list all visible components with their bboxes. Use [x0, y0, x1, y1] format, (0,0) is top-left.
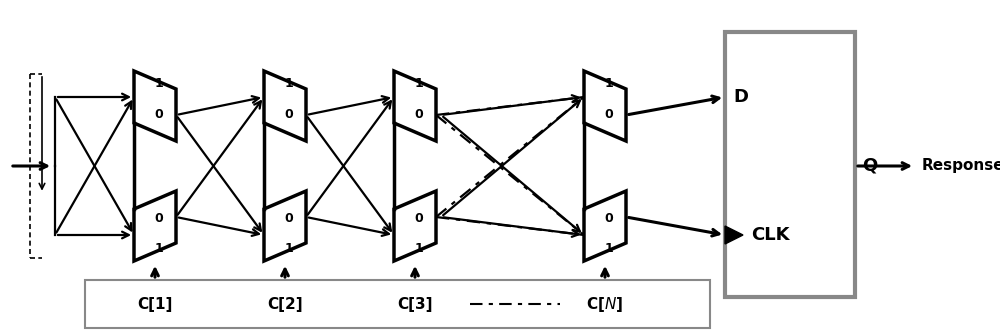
Text: 1: 1: [155, 241, 163, 255]
Text: C[$\it{N}$]: C[$\it{N}$]: [586, 294, 624, 313]
Polygon shape: [725, 226, 743, 244]
Text: 1: 1: [285, 77, 293, 91]
Text: 0: 0: [155, 211, 163, 224]
Bar: [725, 32, 855, 297]
Text: 1: 1: [285, 241, 293, 255]
Text: 1: 1: [155, 77, 163, 91]
Text: 0: 0: [285, 108, 293, 121]
Text: 1: 1: [415, 241, 423, 255]
Text: 0: 0: [605, 108, 613, 121]
Text: 0: 0: [415, 108, 423, 121]
Text: Q: Q: [862, 157, 877, 175]
Text: C[3]: C[3]: [397, 296, 433, 311]
Text: 1: 1: [605, 241, 613, 255]
Text: 0: 0: [155, 108, 163, 121]
Text: 1: 1: [415, 77, 423, 91]
Text: Response: Response: [922, 158, 1000, 174]
Text: 0: 0: [415, 211, 423, 224]
Text: CLK: CLK: [751, 226, 790, 244]
Text: 1: 1: [605, 77, 613, 91]
Bar: [85, 280, 710, 328]
Text: 0: 0: [285, 211, 293, 224]
Text: 0: 0: [605, 211, 613, 224]
Text: C[2]: C[2]: [267, 296, 303, 311]
Text: D: D: [733, 88, 748, 106]
Text: C[1]: C[1]: [137, 296, 173, 311]
